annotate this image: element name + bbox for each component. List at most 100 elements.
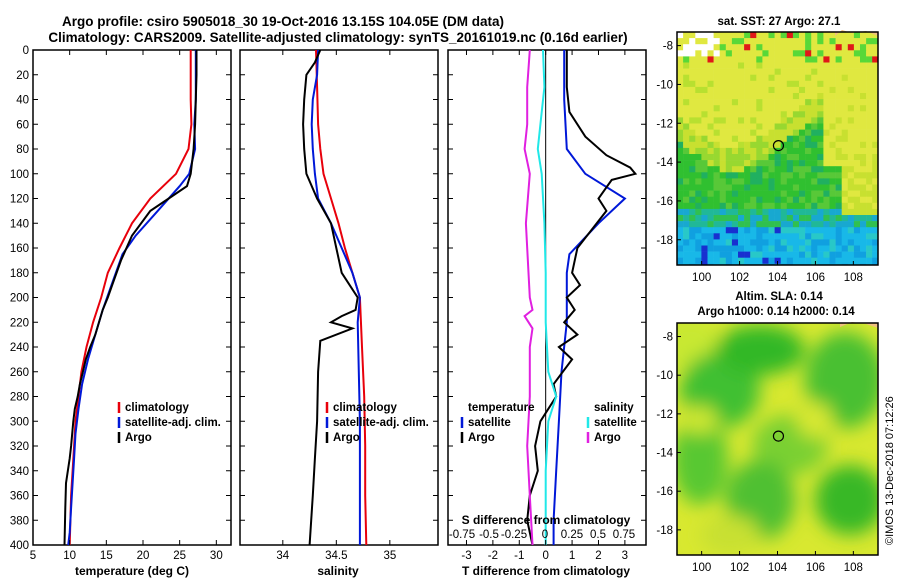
legend-t-argo: Argo: [468, 432, 495, 444]
salinity-legend: climatology satellite-adj. clim. Argo: [325, 402, 429, 444]
map-lon-label: 100: [692, 272, 711, 284]
map-lon-label: 108: [844, 562, 863, 574]
depth-tick-label: 360: [10, 491, 29, 503]
legend-satellite-adj: satellite-adj. clim.: [125, 417, 221, 429]
map-lon-label: 102: [730, 562, 749, 574]
s-tick-label: -0.75: [449, 529, 475, 541]
map-lat-label: -16: [656, 486, 673, 498]
depth-tick-label: 0: [23, 45, 29, 57]
depth-tick-label: 60: [16, 119, 29, 131]
legend-salinity-header: salinity: [594, 402, 634, 414]
difference-t-argo-line: [526, 50, 638, 546]
x-tick-label: 1: [569, 550, 575, 562]
map-lat-label: -18: [656, 235, 673, 247]
sla-map: 100 102 104 106 108 -8 -10 -12 -14 -16 -18: [656, 322, 879, 574]
depth-tick-label: 320: [10, 441, 29, 453]
depth-tick-label: 380: [10, 515, 29, 527]
x-tick-label: 34: [276, 550, 289, 562]
legend-satellite-adj-s: satellite-adj. clim.: [333, 417, 429, 429]
difference-legend: temperature satellite Argo salinity sate…: [460, 402, 637, 444]
map-lon-label: 108: [844, 272, 863, 284]
x-tick-label: 35: [383, 550, 396, 562]
map-lat-label: -8: [663, 41, 673, 53]
legend-climatology: climatology: [125, 402, 190, 414]
s-tick-label: 0.25: [561, 529, 583, 541]
sla-argo-marker: [772, 430, 785, 442]
depth-tick-label: 20: [16, 70, 29, 82]
difference-xlabel: T difference from climatology: [462, 564, 630, 578]
temperature-xlabel: temperature (deg C): [75, 564, 189, 578]
imos-timestamp: ©IMOS 13-Dec-2018 07:12:26: [884, 396, 896, 545]
depth-tick-label: 80: [16, 144, 29, 156]
difference-s-argo-line: [523, 49, 534, 546]
legend-t-satellite: satellite: [468, 417, 511, 429]
s-tick-label: -0.5: [479, 529, 499, 541]
legend-temperature-header: temperature: [468, 402, 534, 414]
salinity-panel: 34 34.5 35 salinity climatology satellite-…: [239, 49, 439, 578]
map-lon-label: 104: [768, 272, 788, 284]
s-tick-label: 0.5: [590, 529, 606, 541]
x-tick-label: 30: [210, 550, 223, 562]
x-tick-label: -2: [488, 550, 498, 562]
x-tick-label: 20: [137, 550, 150, 562]
sst-map: 100 102 104 106 108 -8 -10 -12 -14 -16 -18: [656, 30, 879, 284]
map-lon-label: 100: [692, 562, 711, 574]
x-tick-label: 5: [30, 550, 36, 562]
depth-tick-label: 120: [10, 194, 29, 206]
depth-tick-label: 100: [10, 169, 29, 181]
s-tick-label: 0: [542, 529, 548, 541]
map-lon-label: 106: [806, 562, 825, 574]
x-tick-label: 34.5: [325, 550, 347, 562]
temperature-panel: 5 10 15 20 25 3002040608010012014016018020022…: [10, 45, 232, 578]
legend-argo: Argo: [125, 432, 152, 444]
temperature-argo-line: [63, 50, 198, 546]
figure-title-line1: Argo profile: csiro 5905018_30 19-Oct-20…: [62, 14, 504, 29]
x-tick-label: -3: [461, 550, 471, 562]
map-lon-label: 104: [768, 562, 788, 574]
depth-tick-label: 400: [10, 540, 29, 552]
x-tick-label: 10: [63, 550, 76, 562]
sst-map-title: sat. SST: 27 Argo: 27.1: [718, 16, 842, 28]
x-tick-label: -1: [514, 550, 524, 562]
salinity-argo-line: [302, 49, 359, 546]
s-difference-label: S difference from climatology: [462, 513, 631, 527]
depth-tick-label: 140: [10, 218, 29, 230]
depth-tick-label: 260: [10, 367, 29, 379]
map-lat-label: -12: [656, 118, 673, 130]
s-tick-label: -0.25: [501, 529, 527, 541]
legend-argo-s: Argo: [333, 432, 360, 444]
sla-map-subtitle: Argo h1000: 0.14 h2000: 0.14: [697, 306, 855, 318]
legend-s-argo: Argo: [594, 432, 621, 444]
salinity-xlabel: salinity: [317, 564, 359, 578]
map-lat-label: -10: [656, 79, 673, 91]
x-tick-label: 3: [622, 550, 628, 562]
depth-tick-label: 300: [10, 416, 29, 428]
s-tick-label: 0.75: [613, 529, 635, 541]
depth-tick-label: 340: [10, 466, 29, 478]
depth-tick-label: 160: [10, 243, 29, 255]
sla-map-title: Altim. SLA: 0.14: [735, 291, 823, 303]
legend-s-satellite: satellite: [594, 417, 637, 429]
difference-t-satellite-line: [552, 50, 627, 545]
map-lon-label: 102: [730, 272, 749, 284]
depth-tick-label: 180: [10, 268, 29, 280]
sst-argo-marker: [772, 139, 785, 152]
difference-s-satellite-line: [536, 49, 558, 545]
depth-tick-label: 220: [10, 317, 29, 329]
map-lat-label: -10: [656, 370, 673, 382]
x-tick-label: 15: [100, 550, 113, 562]
sla-field: [677, 323, 878, 555]
legend-climatology-s: climatology: [333, 402, 398, 414]
x-tick-label: 0: [542, 550, 548, 562]
map-lat-label: -16: [656, 196, 673, 208]
x-tick-label: 2: [595, 550, 601, 562]
depth-tick-label: 40: [16, 95, 29, 107]
x-tick-label: 25: [173, 550, 186, 562]
difference-panel: -3 -2 -1 0 1 2 3 T difference from climatology…: [447, 49, 647, 578]
map-lat-label: -14: [656, 448, 673, 460]
salinity-satellite-line: [310, 49, 361, 545]
depth-tick-label: 280: [10, 392, 29, 404]
map-lat-label: -18: [656, 525, 673, 537]
map-lat-label: -12: [656, 409, 673, 421]
